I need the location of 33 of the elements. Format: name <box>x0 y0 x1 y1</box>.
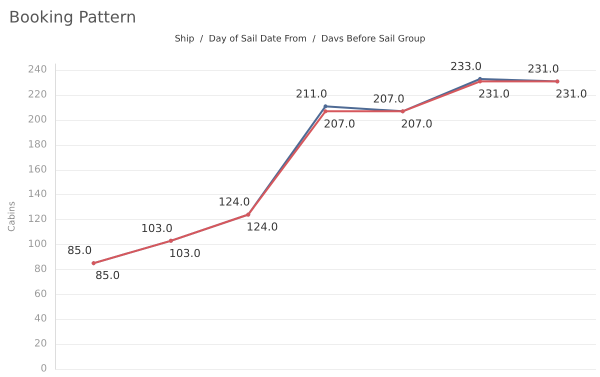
data-label: 233.0 <box>450 60 482 73</box>
y-tick-label: 0 <box>40 364 47 374</box>
y-tick-label: 20 <box>34 338 47 350</box>
y-axis-title: Cabins <box>8 200 18 232</box>
data-label: 231.0 <box>478 87 510 100</box>
data-label: 124.0 <box>246 220 278 234</box>
y-tick-label: 120 <box>28 214 47 226</box>
data-label: 207.0 <box>324 117 356 130</box>
y-tick-label: 140 <box>28 189 47 200</box>
y-tick-label: 60 <box>34 288 47 300</box>
data-label: 207.0 <box>373 92 405 106</box>
point <box>324 109 328 114</box>
data-label: 211.0 <box>296 87 328 100</box>
y-tick-label: 180 <box>28 139 47 150</box>
y-tick-label: 100 <box>28 239 47 250</box>
y-tick-label: 240 <box>28 64 47 76</box>
chart-title: Booking Pattern <box>9 8 136 26</box>
y-tick-label: 160 <box>28 164 47 176</box>
y-tick-label: 40 <box>34 314 47 325</box>
data-label: 103.0 <box>169 246 201 260</box>
chart-subtitle: Ship / Day of Sail Date From / Davs Before Sail Group <box>174 34 426 44</box>
y-tick-label: 80 <box>34 264 47 275</box>
y-tick-label: 200 <box>28 114 47 126</box>
data-label: 124.0 <box>218 196 250 209</box>
data-label: 85.0 <box>67 244 92 258</box>
data-label: 207.0 <box>401 117 433 130</box>
data-label: 231.0 <box>528 62 560 76</box>
point <box>324 104 328 108</box>
data-label: 103.0 <box>141 222 173 235</box>
y-tick-label: 220 <box>28 90 47 101</box>
data-label: 231.0 <box>556 87 588 100</box>
point <box>478 79 482 84</box>
data-label: 85.0 <box>95 269 120 282</box>
